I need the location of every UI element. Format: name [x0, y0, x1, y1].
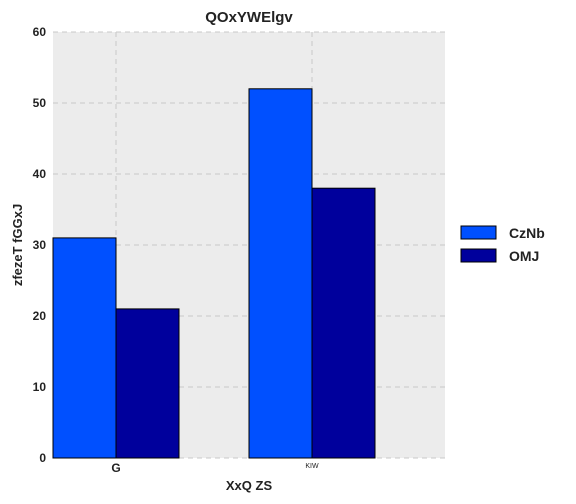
- bar-cznb-g: [52, 237, 117, 459]
- bars: [52, 88, 376, 459]
- legend-swatch: [460, 225, 497, 240]
- legend: CzNb OMJ: [460, 225, 545, 264]
- y-tick-label: 30: [33, 238, 47, 252]
- x-tick-label: KIW: [305, 463, 319, 470]
- legend-label: CzNb: [509, 225, 545, 241]
- y-tick-label: 60: [33, 25, 47, 39]
- y-tick-label: 40: [33, 167, 47, 181]
- x-axis-ticks: G KIW: [111, 461, 319, 475]
- y-tick-label: 10: [33, 380, 47, 394]
- y-axis-label: zfezeT fGGxJ: [10, 204, 25, 286]
- bar-omj-g: [115, 308, 180, 459]
- y-tick-label: 0: [39, 451, 46, 465]
- bar-cznb-kiw: [248, 88, 313, 459]
- legend-label: OMJ: [509, 248, 539, 264]
- legend-swatch: [460, 248, 497, 263]
- x-tick-label: G: [111, 461, 120, 475]
- y-tick-label: 20: [33, 309, 47, 323]
- y-tick-label: 50: [33, 96, 47, 110]
- bar-omj-kiw: [311, 187, 376, 459]
- chart-title: QOxYWElgv: [205, 9, 293, 26]
- x-axis-label: XxQ ZS: [226, 478, 273, 493]
- y-axis-ticks: 0 10 20 30 40 50 60: [33, 25, 47, 465]
